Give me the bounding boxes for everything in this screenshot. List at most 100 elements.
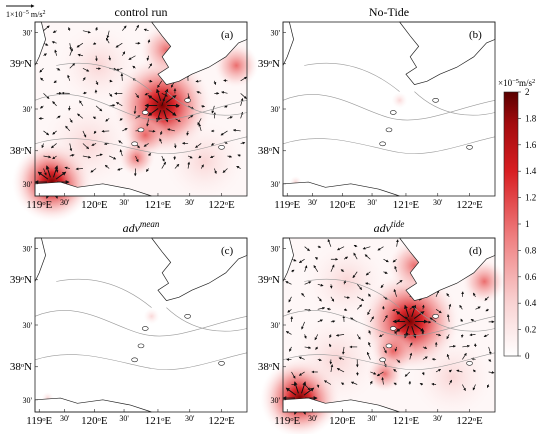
vector-arrow bbox=[486, 384, 490, 389]
x-tick-label: 121ᵒE bbox=[393, 415, 420, 427]
depth-contour bbox=[304, 62, 400, 92]
depth-contour bbox=[34, 94, 248, 121]
vector-arrow bbox=[340, 269, 345, 273]
vector-arrow bbox=[316, 384, 320, 388]
x-tick-label: 30' bbox=[185, 198, 195, 207]
vector-arrow bbox=[79, 100, 84, 107]
y-tick-label: 30' bbox=[23, 105, 33, 114]
vector-arrow bbox=[95, 105, 103, 112]
island bbox=[218, 144, 225, 150]
panel-c: advmean (c) 30' 39ᵒN 30' 38ᵒN 30' 119ᵒE 30' 120ᵒE… bbox=[10, 219, 248, 427]
island bbox=[385, 343, 393, 349]
vector-arrow bbox=[82, 143, 90, 150]
vector-arrow bbox=[287, 309, 292, 313]
vector-arrow bbox=[394, 330, 398, 335]
colorbar-tick-label: 2 bbox=[525, 87, 530, 97]
vector-arrow bbox=[237, 154, 241, 157]
vector-arrow bbox=[368, 329, 372, 335]
vector-arrow bbox=[368, 293, 371, 297]
vector-arrow bbox=[197, 118, 202, 126]
vector-arrow bbox=[128, 55, 136, 60]
vector-arrow bbox=[104, 164, 110, 169]
vector-arrow bbox=[404, 304, 410, 317]
vector-arrow bbox=[413, 311, 425, 319]
vector-arrow bbox=[45, 165, 51, 178]
vector-arrow bbox=[291, 371, 296, 379]
vector-arrow bbox=[338, 357, 345, 360]
vector-arrow bbox=[330, 364, 334, 373]
x-tick-label: 119ᵒE bbox=[274, 415, 300, 427]
vector-arrow bbox=[329, 284, 333, 289]
vector-arrow bbox=[419, 382, 424, 386]
vector-arrow bbox=[165, 95, 177, 103]
vector-arrow bbox=[163, 88, 169, 101]
vector-arrow bbox=[315, 346, 319, 350]
vector-arrow bbox=[293, 381, 299, 394]
vector-arrow bbox=[422, 346, 428, 349]
coastline-liaodong bbox=[150, 21, 248, 86]
vector-arrow bbox=[118, 140, 123, 144]
vector-arrow bbox=[446, 293, 450, 298]
vector-arrow bbox=[227, 155, 233, 158]
vector-arrow bbox=[370, 371, 377, 375]
x-tick-label: 30' bbox=[433, 414, 443, 423]
vector-arrow bbox=[343, 256, 349, 260]
vector-arrow bbox=[472, 369, 476, 373]
vector-arrow bbox=[483, 334, 489, 337]
vector-arrow bbox=[304, 265, 308, 272]
vector-arrow bbox=[317, 245, 322, 249]
y-tick-label: 30' bbox=[23, 28, 33, 37]
vector-arrow bbox=[135, 155, 139, 163]
vector-arrow bbox=[298, 258, 305, 263]
x-tick-label: 121ᵒE bbox=[393, 199, 420, 211]
vector-arrow bbox=[69, 143, 73, 152]
colorbar-tick-label: 1.2 bbox=[525, 193, 536, 203]
x-tick-label: 30' bbox=[367, 414, 377, 423]
vector-arrow bbox=[187, 115, 194, 119]
x-tick-label: 30' bbox=[185, 414, 195, 423]
vector-arrow bbox=[317, 319, 323, 323]
y-tick-label: 38ᵒN bbox=[258, 361, 280, 373]
vector-arrow bbox=[396, 279, 403, 285]
vector-arrow bbox=[53, 165, 59, 178]
vector-arrow bbox=[109, 79, 113, 83]
vector-arrow bbox=[143, 143, 149, 147]
vector-arrow bbox=[116, 102, 123, 107]
vector-arrow bbox=[462, 344, 470, 348]
vector-arrow bbox=[446, 334, 450, 340]
vector-arrow bbox=[317, 296, 322, 302]
vector-arrow bbox=[303, 387, 315, 396]
depth-contour bbox=[34, 136, 248, 154]
vector-arrow bbox=[198, 155, 202, 159]
vector-arrow bbox=[82, 130, 87, 138]
vector-arrow bbox=[37, 171, 49, 180]
vector-arrow bbox=[411, 304, 417, 317]
vector-arrow bbox=[329, 334, 332, 339]
colorbar-tick-label: 0.6 bbox=[525, 272, 537, 282]
vector-arrow bbox=[119, 117, 123, 121]
vector-arrow bbox=[147, 95, 159, 103]
vector-arrow bbox=[393, 288, 397, 297]
vector-arrow bbox=[148, 152, 151, 157]
vector-arrow bbox=[383, 271, 388, 274]
vector-arrow bbox=[327, 238, 332, 247]
vector-arrow bbox=[301, 321, 305, 330]
vector-arrow bbox=[135, 93, 139, 99]
vector-arrow bbox=[108, 93, 113, 97]
vector-arrow bbox=[343, 296, 350, 299]
island bbox=[141, 110, 149, 115]
vector-arrow bbox=[314, 334, 319, 341]
vector-arrow bbox=[409, 342, 413, 348]
y-tick-label: 30' bbox=[23, 180, 33, 189]
vector-arrow bbox=[326, 307, 331, 311]
vector-arrow bbox=[288, 296, 292, 303]
vector-arrow bbox=[376, 371, 384, 377]
vector-arrow bbox=[352, 271, 358, 279]
x-tick-label: 30' bbox=[308, 198, 318, 207]
island bbox=[137, 127, 145, 133]
vector-arrow bbox=[459, 304, 463, 310]
vector-arrow bbox=[364, 254, 371, 260]
vector-arrow bbox=[95, 80, 99, 86]
y-tick-label: 39ᵒN bbox=[258, 274, 280, 286]
vector-arrow bbox=[460, 318, 464, 323]
